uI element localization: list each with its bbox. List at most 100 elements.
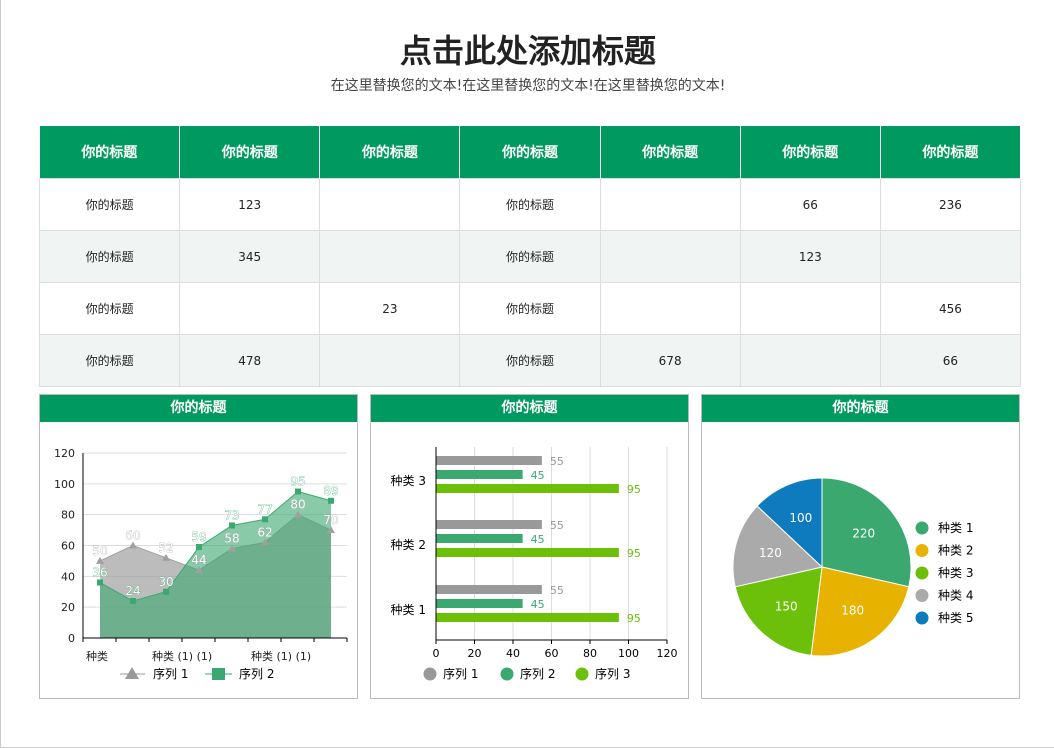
table-cell[interactable]: 你的标题: [459, 178, 601, 231]
x-tick-label: 种类 (1) (1): [251, 649, 311, 663]
table-cell[interactable]: 23: [319, 282, 461, 335]
table-cell[interactable]: [319, 178, 461, 231]
data-label: 80: [290, 498, 305, 512]
column-header: 你的标题: [39, 126, 181, 179]
x-tick-label: 种类 (1) (1): [152, 649, 212, 663]
table-cell[interactable]: 478: [179, 334, 321, 387]
data-label: 95: [627, 483, 641, 496]
data-label: 45: [531, 598, 545, 611]
data-label: 70: [323, 513, 338, 527]
bar: [436, 599, 523, 608]
data-label: 44: [191, 553, 206, 567]
table-cell[interactable]: [179, 282, 321, 335]
series-line: [99, 490, 332, 602]
slice-label: 120: [759, 546, 782, 560]
legend-circle-icon: [915, 521, 929, 535]
table-cell[interactable]: 236: [879, 178, 1022, 231]
table-cell[interactable]: 678: [599, 334, 741, 387]
legend-label: 种类 3: [938, 566, 973, 580]
bar: [436, 456, 542, 465]
data-point: [294, 510, 302, 518]
page-subtitle[interactable]: 在这里替换您的文本!在这里替换您的文本!在这里替换您的文本!: [330, 78, 726, 94]
data-label: 55: [550, 519, 564, 532]
legend-circle-icon: [915, 544, 929, 557]
data-label: 58: [224, 532, 239, 546]
table-row: 你的标题 345 你的标题 123: [38, 230, 1022, 283]
bar: [436, 520, 542, 529]
table-cell[interactable]: 你的标题: [459, 334, 601, 387]
table-cell[interactable]: 66: [879, 334, 1022, 387]
table-cell[interactable]: 123: [179, 178, 321, 231]
pie-slice: [756, 477, 823, 569]
data-label: 55: [550, 455, 564, 468]
legend-circle-icon: [915, 589, 929, 602]
x-tick-label: 20: [468, 647, 482, 660]
legend-label: 种类 4: [938, 589, 973, 603]
data-point: [261, 538, 269, 546]
bar: [436, 613, 619, 622]
data-point: [262, 516, 268, 523]
data-point: [130, 598, 136, 604]
table-cell[interactable]: [599, 178, 741, 231]
table-cell[interactable]: [319, 334, 461, 387]
table-cell[interactable]: [879, 230, 1022, 283]
legend-circle-icon: [500, 667, 514, 681]
data-label: 62: [257, 525, 272, 539]
data-point: [97, 579, 103, 586]
table-cell[interactable]: 你的标题: [38, 230, 181, 283]
y-tick-label: 40: [61, 570, 75, 583]
bar-chart: 0 20 40 60 80 100 120 种类 1 55 45 95 种类 2 55 45 95 种类 3 5…: [391, 447, 678, 681]
pie-slice: [810, 566, 910, 657]
table-cell[interactable]: 66: [739, 178, 881, 231]
table-cell[interactable]: [599, 282, 741, 335]
slice-label: 100: [789, 511, 812, 525]
chart-title: 你的标题: [371, 395, 688, 422]
bar-chart-card: 你的标题 0 20 40 60 80 100 120 种类 1 55 45 95 种类 2 55 45 95…: [370, 394, 689, 699]
pie-slice: [734, 566, 823, 656]
data-label: 36: [92, 566, 107, 580]
area-chart-card: 你的标题 0 20 40 60 80 100 120 50 60 52 44 58 62 80 70 36 24…: [39, 394, 358, 699]
table-cell[interactable]: [599, 230, 741, 283]
series-area: [100, 491, 331, 638]
table-cell[interactable]: 你的标题: [459, 230, 601, 283]
column-header: 你的标题: [459, 126, 601, 179]
area-chart: 0 20 40 60 80 100 120 50 60 52 44 58 62 80 70 36 24 30 59 7…: [54, 447, 348, 681]
chart-title: 你的标题: [702, 395, 1019, 422]
data-label: 89: [323, 484, 338, 498]
legend-label: 序列 3: [595, 666, 630, 681]
table-cell[interactable]: 123: [739, 230, 881, 283]
data-point: [196, 544, 202, 551]
data-label: 60: [125, 529, 140, 543]
table-cell[interactable]: 你的标题: [38, 178, 181, 231]
table-cell[interactable]: 你的标题: [459, 282, 601, 335]
legend-circle-icon: [575, 667, 589, 681]
table-cell[interactable]: [319, 230, 461, 283]
data-label: 77: [257, 502, 272, 516]
pie-chart: 220 180 150 120 100 种类 1 种类 2 种类 3 种类 4 种类 5: [732, 477, 973, 657]
data-label: 73: [224, 508, 239, 522]
pie-chart-card: 你的标题 220 180 150 120 100 种类 1 种类 2 种类 3 种类 4 种类 5: [701, 394, 1020, 699]
data-point: [228, 544, 236, 552]
table-cell[interactable]: 345: [179, 230, 321, 283]
table-cell[interactable]: 456: [879, 282, 1022, 335]
page-title[interactable]: 点击此处添加标题: [399, 32, 656, 70]
table-cell[interactable]: 你的标题: [38, 282, 181, 335]
bar: [436, 470, 523, 479]
table-cell[interactable]: 你的标题: [38, 334, 181, 387]
data-point: [295, 488, 301, 495]
data-label: 52: [158, 541, 173, 555]
bar: [436, 548, 619, 557]
data-point: [327, 526, 335, 534]
data-label: 55: [550, 584, 564, 597]
y-tick-label: 120: [54, 447, 75, 460]
table-cell[interactable]: [739, 334, 881, 387]
y-tick-label: 80: [61, 509, 75, 522]
slice-label: 150: [775, 600, 798, 614]
x-tick-label: 0: [433, 647, 440, 660]
data-label: 45: [531, 533, 545, 546]
data-label: 95: [290, 475, 305, 489]
data-label: 50: [92, 544, 107, 558]
table-cell[interactable]: [739, 282, 881, 335]
column-header: 你的标题: [179, 126, 321, 179]
data-point: [129, 541, 137, 549]
